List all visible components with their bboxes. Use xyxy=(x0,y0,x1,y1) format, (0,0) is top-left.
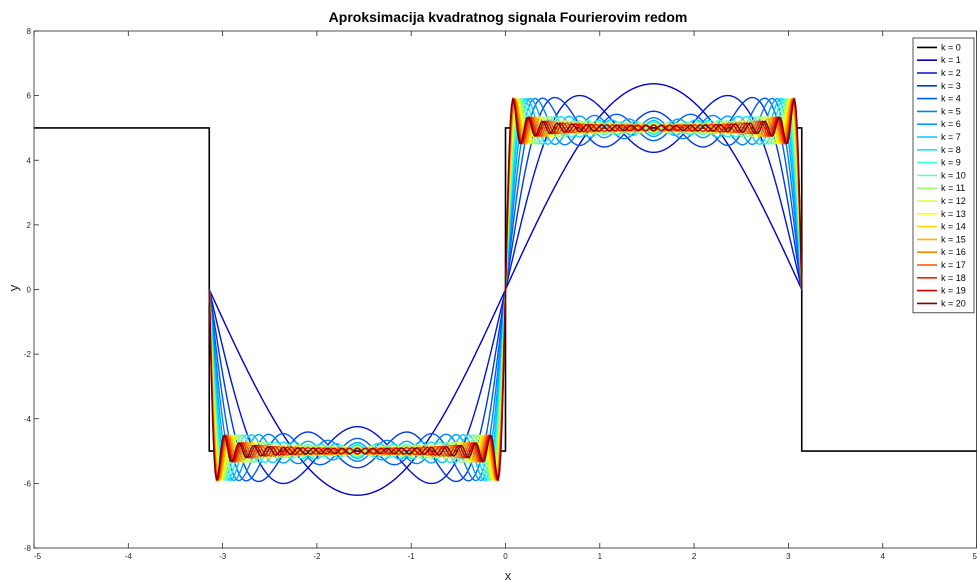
legend-label-k13: k = 13 xyxy=(941,209,966,219)
x-tick-label: -5 xyxy=(34,552,42,561)
y-tick-label: 8 xyxy=(27,27,32,36)
legend-label-k20: k = 20 xyxy=(941,298,966,308)
legend-label-k4: k = 4 xyxy=(941,94,961,104)
y-tick-label: -6 xyxy=(24,479,32,488)
y-tick-label: 2 xyxy=(27,221,32,230)
x-tick-label: -1 xyxy=(408,552,416,561)
y-tick-label: 6 xyxy=(27,92,32,101)
x-tick-label: 5 xyxy=(973,552,977,561)
legend-label-k9: k = 9 xyxy=(941,158,961,168)
legend-label-k10: k = 10 xyxy=(941,170,966,180)
y-axis-label: y xyxy=(6,284,21,291)
legend-label-k19: k = 19 xyxy=(941,286,966,296)
chart-title: Aproksimacija kvadratnog signala Fourier… xyxy=(329,9,688,25)
x-tick-label: -2 xyxy=(313,552,321,561)
y-tick-label: -8 xyxy=(24,544,32,553)
x-tick-label: 0 xyxy=(503,552,508,561)
legend-label-k18: k = 18 xyxy=(941,273,966,283)
legend-label-k11: k = 11 xyxy=(941,183,965,193)
legend-label-k5: k = 5 xyxy=(941,106,961,116)
y-tick-label: -2 xyxy=(24,350,32,359)
x-axis-label: x xyxy=(505,568,512,582)
y-tick-label: 4 xyxy=(27,156,32,165)
legend-label-k3: k = 3 xyxy=(941,81,961,91)
legend-label-k6: k = 6 xyxy=(941,119,961,129)
legend: k = 0 k = 1 k = 2 k = 3 k = 4 k = 5 k = 6 k = 7… xyxy=(912,37,975,314)
legend-label-k1: k = 1 xyxy=(941,55,961,65)
plot-lines xyxy=(34,83,977,496)
y-tick-label: -4 xyxy=(24,415,32,424)
axes: -5 -4 -3 -2 -1 0 1 2 3 4 5 -8 -6 -4 -2 0 2 4 6 8 xyxy=(24,27,977,561)
legend-label-k17: k = 17 xyxy=(941,260,966,270)
x-tick-label: -4 xyxy=(125,552,133,561)
legend-label-k2: k = 2 xyxy=(941,68,961,78)
legend-label-k15: k = 15 xyxy=(941,234,966,244)
legend-label-k12: k = 12 xyxy=(941,196,966,206)
x-tick-label: 1 xyxy=(598,552,603,561)
series-line-k20 xyxy=(208,97,803,482)
legend-label-k14: k = 14 xyxy=(941,222,966,232)
legend-label-k16: k = 16 xyxy=(941,247,966,257)
legend-label-k0: k = 0 xyxy=(941,42,961,52)
x-tick-label: -3 xyxy=(219,552,227,561)
x-tick-label: 2 xyxy=(692,552,697,561)
legend-label-k7: k = 7 xyxy=(941,132,961,142)
x-tick-label: 3 xyxy=(786,552,791,561)
legend-label-k8: k = 8 xyxy=(941,145,961,155)
y-tick-label: 0 xyxy=(27,286,32,295)
x-tick-label: 4 xyxy=(880,552,885,561)
